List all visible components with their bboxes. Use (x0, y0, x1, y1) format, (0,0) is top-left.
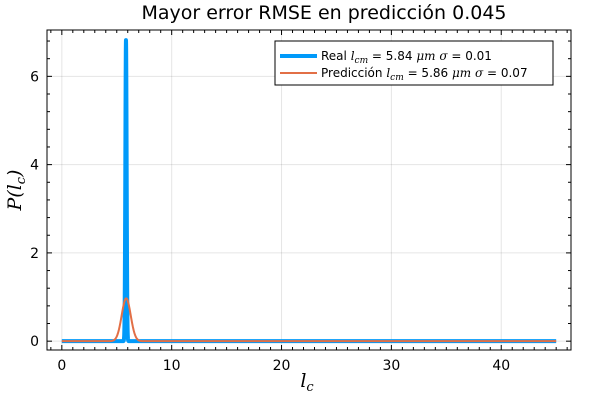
legend: Real lcm = 5.84 μm σ = 0.01 Predicción l… (274, 40, 554, 86)
series-layer (60, 38, 558, 344)
y-axis-label: P(lc) (4, 170, 29, 212)
legend-pred-sigma: σ = (471, 66, 501, 80)
x-tick-label-20: 20 (273, 358, 291, 374)
legend-real-lcm-sub: cm (355, 56, 369, 66)
y-axis-label-sub: c (14, 176, 29, 184)
x-tick-label-30: 30 (382, 358, 400, 374)
y-tick-label-2: 2 (30, 246, 39, 262)
legend-real-sigma: σ = (436, 49, 466, 63)
legend-pred-eq: = 5.86 (404, 66, 452, 80)
y-tick-label-0: 0 (30, 334, 39, 350)
legend-pred-prefix: Predicción (321, 66, 386, 80)
x-tick-label-40: 40 (492, 358, 510, 374)
chart-title: Mayor error RMSE en predicción 0.045 (141, 2, 506, 24)
y-tick-label-4: 4 (30, 158, 39, 174)
legend-box (274, 40, 554, 86)
legend-real-eq: = 5.84 (368, 49, 416, 63)
y-axis-label-close: ) (4, 170, 26, 178)
x-axis-label: lc (300, 370, 314, 395)
plot-frame (46, 29, 572, 351)
series-line-1 (61, 297, 557, 343)
legend-real-unit: μm (416, 49, 435, 63)
tick-labels: 0 10 20 30 40 0 2 4 6 (30, 69, 510, 374)
legend-real-sigma-val: 0.01 (465, 49, 492, 63)
x-tick-label-10: 10 (163, 358, 181, 374)
ticks (47, 30, 571, 350)
legend-real-lcm: l (351, 49, 355, 63)
x-tick-label-0: 0 (57, 358, 66, 374)
legend-entry-real: Real lcm = 5.84 μm σ = 0.01 (321, 49, 492, 66)
legend-entry-prediccion: Predicción lcm = 5.86 μm σ = 0.07 (321, 66, 528, 83)
legend-pred-lcm: l (386, 66, 390, 80)
legend-real-prefix: Real (321, 49, 351, 63)
y-tick-label-6: 6 (30, 69, 39, 85)
legend-pred-lcm-sub: cm (390, 73, 404, 83)
legend-pred-sigma-val: 0.07 (501, 66, 528, 80)
x-axis-label-sub: c (306, 380, 314, 395)
legend-pred-unit: μm (452, 66, 471, 80)
